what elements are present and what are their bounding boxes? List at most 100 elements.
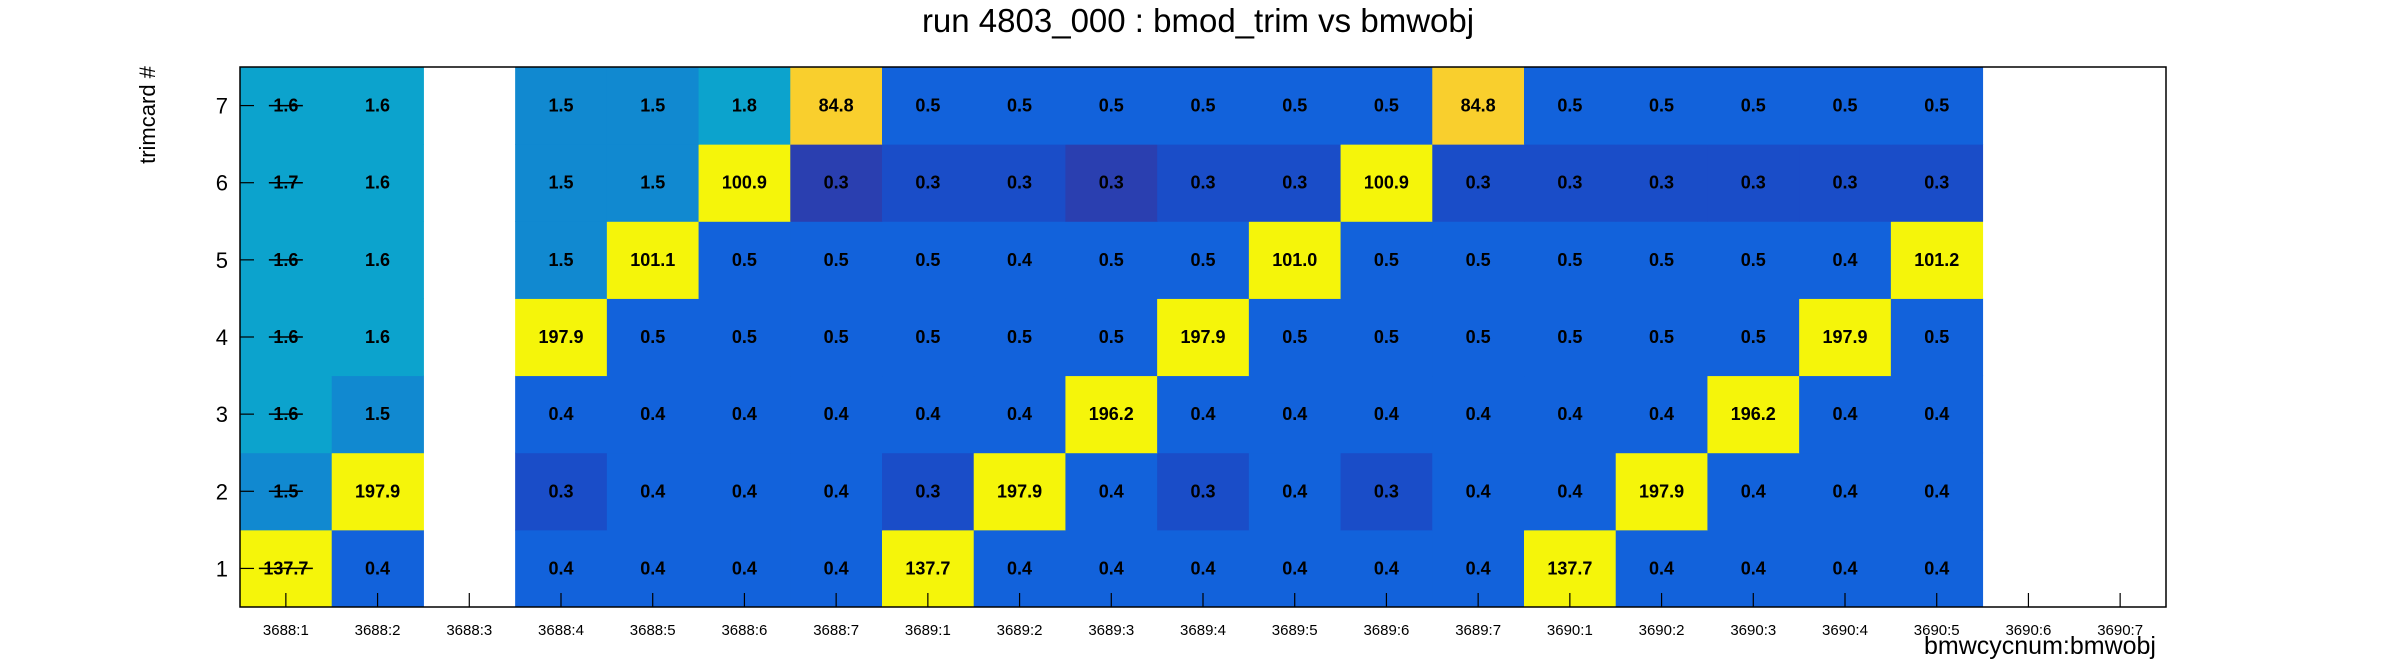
x-axis-label: bmwcycnum:bmwobj [1923, 632, 2156, 660]
cell-value-label: 0.4 [1649, 404, 1674, 424]
cell-value-label: 0.4 [824, 404, 849, 424]
cell-value-label: 0.3 [824, 173, 849, 193]
cell-value-label: 0.5 [1466, 250, 1491, 270]
heatmap-cell [331, 221, 424, 299]
heatmap-cell [973, 452, 1066, 531]
x-tick-label: 3690:4 [1822, 622, 1868, 639]
heatmap-cell [790, 298, 883, 377]
cell-value-label: 0.5 [1741, 327, 1766, 347]
heatmap-cell [1248, 67, 1342, 145]
cell-value-label: 0.4 [732, 404, 757, 424]
heatmap-cell [1157, 221, 1250, 299]
cell-value-label: 0.4 [640, 481, 665, 501]
cell-value-label: 0.3 [1924, 173, 1949, 193]
y-tick-label: 3 [216, 402, 228, 427]
heatmap-cell [1799, 452, 1892, 531]
cell-value-label: 0.3 [1649, 173, 1674, 193]
cell-value-label: 0.3 [1466, 173, 1491, 193]
cell-labels: 137.7 0.4 0.4 0.4 0.4 0.4 137.7 0.4 0.4 0.4 0.4 0.4… [258, 96, 1959, 578]
cell-value-label: 0.3 [1190, 481, 1215, 501]
heatmap-cell [331, 144, 424, 222]
cell-value-label: 0.5 [1374, 250, 1399, 270]
heatmap-cell [331, 67, 424, 145]
cell-value-label: 100.9 [1364, 173, 1409, 193]
x-tick-label: 3690:7 [2097, 622, 2143, 639]
heatmap-cell [1157, 375, 1250, 454]
cell-value-label: 0.4 [1099, 481, 1124, 501]
cell-value-label: 197.9 [1822, 327, 1867, 347]
cell-value-label: 0.3 [1374, 481, 1399, 501]
cell-value-label: 0.3 [1099, 173, 1124, 193]
cell-value-label: 0.5 [1557, 96, 1582, 116]
cell-value-label: 0.3 [1741, 173, 1766, 193]
heatmap-cell [698, 298, 791, 377]
cell-value-label: 0.4 [1832, 404, 1857, 424]
cell-value-label: 101.1 [630, 250, 675, 270]
cell-value-label: 0.4 [732, 481, 757, 501]
cell-value-label: 0.4 [1282, 558, 1307, 578]
cell-value-label: 0.5 [1832, 96, 1857, 116]
cell-value-label: 0.5 [1557, 327, 1582, 347]
cell-value-label: 0.3 [915, 481, 940, 501]
heatmap-cell [331, 452, 424, 531]
heatmap-cell [1615, 452, 1708, 531]
heatmap-cell [1248, 221, 1342, 299]
cell-value-label: 101.0 [1272, 250, 1317, 270]
x-tick-label: 3690:1 [1547, 622, 1593, 639]
heatmap-cell [1432, 452, 1525, 531]
heatmap-cell [790, 452, 883, 531]
heatmap-cell [1524, 221, 1617, 299]
cell-value-label: 1.5 [640, 173, 665, 193]
cell-value-label: 0.5 [1374, 96, 1399, 116]
cell-value-label: 0.4 [1741, 481, 1766, 501]
heatmap-cell [1615, 221, 1708, 299]
heatmap-cell [973, 221, 1066, 299]
cell-value-label: 0.4 [1557, 404, 1582, 424]
cell-value-label: 1.6 [365, 327, 390, 347]
cell-value-label: 1.6 [365, 173, 390, 193]
heatmap-cell [1890, 221, 1984, 299]
cell-value-label: 0.5 [1099, 327, 1124, 347]
cell-value-label: 0.5 [915, 327, 940, 347]
heatmap-cell [1799, 298, 1892, 377]
heatmap-cell [1157, 452, 1250, 531]
heatmap-cell [1248, 452, 1342, 531]
cell-value-label: 1.5 [548, 250, 573, 270]
cell-value-label: 0.5 [824, 327, 849, 347]
y-tick-label: 2 [216, 479, 228, 504]
cell-value-label: 196.2 [1089, 404, 1134, 424]
cell-value-label: 84.8 [819, 96, 854, 116]
cell-value-label: 0.5 [1099, 250, 1124, 270]
cell-value-label: 137.7 [905, 558, 950, 578]
heatmap-cell [882, 221, 975, 299]
x-tick-label: 3688:4 [538, 622, 584, 639]
cell-value-label: 0.5 [1649, 327, 1674, 347]
y-tick-label: 7 [216, 94, 228, 119]
cell-value-label: 0.3 [1007, 173, 1032, 193]
x-tick-label: 3689:3 [1088, 622, 1134, 639]
cell-value-label: 0.4 [824, 481, 849, 501]
x-tick-label: 3688:3 [446, 622, 492, 639]
x-tick-label: 3690:2 [1639, 622, 1685, 639]
cell-value-label: 0.5 [1557, 250, 1582, 270]
cell-value-label: 0.3 [1557, 173, 1582, 193]
x-tick-label: 3689:2 [997, 622, 1043, 639]
heatmap-cell [882, 452, 975, 531]
cell-value-label: 0.4 [1832, 558, 1857, 578]
heatmap-cell [1707, 375, 1800, 454]
x-tick-label: 3690:5 [1914, 622, 1960, 639]
cell-value-label: 0.5 [1924, 327, 1949, 347]
cell-value-label: 0.4 [1466, 481, 1491, 501]
heatmap-cell [1799, 221, 1892, 299]
heatmap-cell [1890, 452, 1984, 531]
cell-value-label: 197.9 [355, 481, 400, 501]
heatmap-cell [1340, 452, 1433, 531]
heatmap-cell [1524, 298, 1617, 377]
heatmap-cell [973, 375, 1066, 454]
heatmap-cell [1340, 144, 1433, 222]
cell-value-label: 0.5 [1649, 96, 1674, 116]
heatmap-cell [1432, 298, 1525, 377]
heatmap-cell [1615, 144, 1708, 222]
cell-value-label: 0.5 [1466, 327, 1491, 347]
